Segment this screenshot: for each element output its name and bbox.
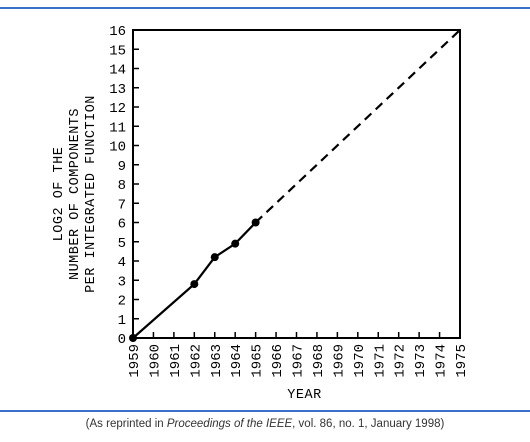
x-tick-label: 1970 [352, 344, 368, 378]
data-point [129, 334, 137, 342]
y-tick-label: 4 [118, 255, 126, 271]
y-tick-label: 12 [109, 101, 126, 117]
y-tick-label: 13 [109, 82, 126, 98]
caption-suffix: , vol. 86, no. 1, January 1998) [292, 418, 445, 430]
caption-journal: Proceedings of the IEEE [166, 418, 293, 430]
x-tick-label: 1965 [250, 344, 266, 378]
x-tick-label: 1964 [229, 344, 245, 378]
y-tick-label: 10 [109, 140, 126, 156]
y-tick-label: 0 [118, 332, 126, 348]
top-rule [0, 7, 530, 9]
y-tick-label: 6 [118, 217, 126, 233]
x-tick-label: 1966 [270, 344, 286, 378]
y-axis-title-line: NUMBER OF COMPONENTS [68, 108, 83, 280]
bottom-rule [0, 410, 530, 412]
x-tick-label: 1961 [168, 344, 184, 378]
x-tick-label: 1960 [147, 344, 163, 378]
extrapolation-line [254, 29, 461, 224]
y-tick-label: 7 [118, 197, 126, 213]
y-tick-label: 14 [109, 63, 126, 79]
x-axis-title: YEAR [287, 388, 321, 403]
x-tick-label: 1963 [209, 344, 225, 378]
x-tick-label: 1973 [413, 344, 429, 378]
x-tick-label: 1962 [188, 344, 204, 378]
y-axis-title-line: PER INTEGRATED FUNCTION [84, 95, 99, 293]
y-tick-label: 1 [118, 313, 126, 329]
caption-prefix: (As reprinted in [85, 418, 167, 430]
y-tick-label: 5 [118, 236, 126, 252]
y-tick-label: 15 [109, 43, 126, 59]
x-tick-label: 1969 [331, 344, 347, 378]
x-tick-label: 1967 [291, 344, 307, 378]
data-point [231, 239, 240, 248]
y-tick-label: 8 [118, 178, 126, 194]
caption: (As reprinted in Proceedings of the IEEE… [0, 418, 530, 430]
x-tick-label: 1971 [372, 344, 388, 378]
y-tick-label: 16 [109, 24, 126, 40]
y-tick-label: 11 [109, 120, 126, 136]
x-tick-label: 1972 [393, 344, 409, 378]
x-tick-label: 1959 [127, 344, 143, 378]
y-tick-label: 2 [118, 294, 126, 310]
y-tick-label: 3 [118, 274, 126, 290]
x-tick-label: 1968 [311, 344, 327, 378]
y-tick-label: 9 [118, 159, 126, 175]
x-tick-label: 1974 [434, 344, 450, 378]
data-point [190, 280, 199, 289]
x-tick-label: 1975 [454, 344, 470, 378]
data-point [210, 253, 219, 262]
y-axis-title-line: LOG2 OF THE [52, 147, 67, 242]
